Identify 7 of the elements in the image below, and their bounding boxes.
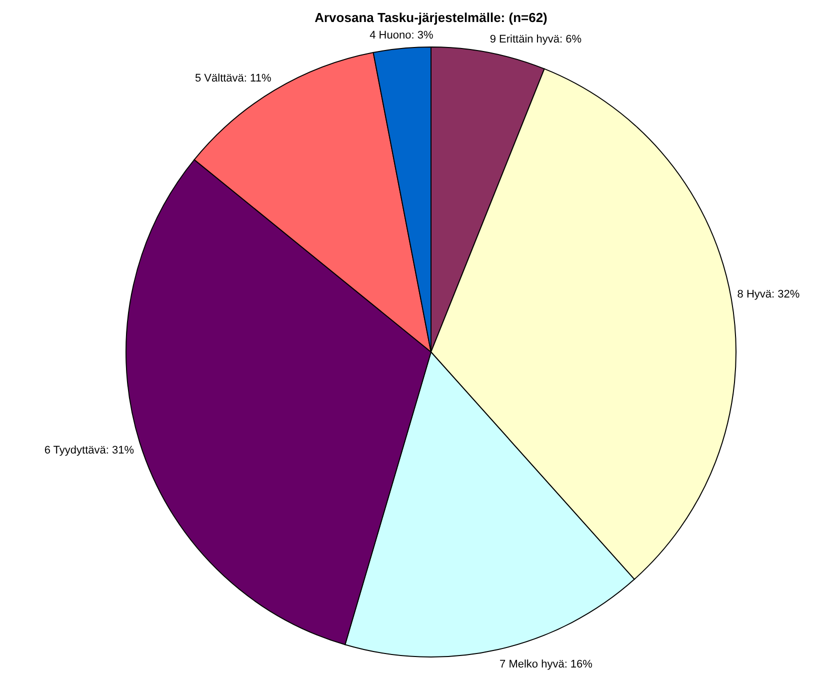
slice-label: 7 Melko hyvä: 16% — [500, 658, 593, 670]
slice-label: 9 Erittäin hyvä: 6% — [490, 34, 582, 46]
slice-label: 4 Huono: 3% — [370, 29, 434, 42]
chart-title: Arvosana Tasku-järjestelmälle: (n=62) — [314, 10, 548, 25]
slice-label: 5 Välttävä: 11% — [195, 72, 272, 85]
slice-label: 8 Hyvä: 32% — [737, 288, 800, 300]
slice-label: 6 Tyydyttävä: 31% — [44, 444, 134, 457]
